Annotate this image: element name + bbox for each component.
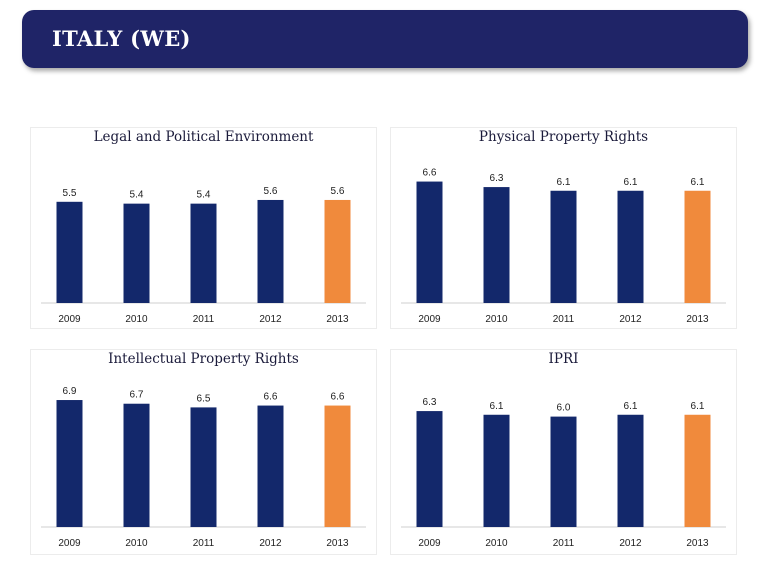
bar-chart-intellectual-property: Intellectual Property Rights 6.9 2009 6.7 20… <box>41 351 366 549</box>
value-label: 6.9 <box>63 386 77 397</box>
bar-2013 <box>324 199 351 303</box>
bar-2010 <box>483 414 510 527</box>
chart-title: IPRI <box>549 351 579 367</box>
bar-2012 <box>257 199 284 303</box>
value-label: 6.1 <box>490 401 504 412</box>
value-label: 6.1 <box>557 177 571 188</box>
value-label: 6.6 <box>423 168 437 179</box>
bar-2009 <box>56 201 83 303</box>
title-banner: ITALY (WE) <box>22 10 748 68</box>
value-label: 6.6 <box>331 392 345 403</box>
bar-2012 <box>257 405 284 527</box>
value-label: 6.1 <box>624 177 638 188</box>
value-label: 5.5 <box>63 188 77 199</box>
x-tick-label: 2013 <box>686 538 709 549</box>
x-tick-label: 2012 <box>619 314 642 325</box>
value-label: 6.1 <box>624 401 638 412</box>
value-label: 6.5 <box>197 393 211 404</box>
value-label: 6.7 <box>130 390 144 401</box>
value-label: 6.3 <box>423 397 437 408</box>
chart-title: Legal and Political Environment <box>94 129 314 145</box>
chart-panel-legal-political: Legal and Political Environment 5.5 2009 5.… <box>30 127 377 329</box>
chart-panel-intellectual-property: Intellectual Property Rights 6.9 2009 6.7 20… <box>30 349 377 555</box>
bar-chart-ipri: IPRI 6.3 2009 6.1 2010 6.0 2011 6.1 2012 6.1 2013 <box>401 351 726 549</box>
bar-2013 <box>684 190 711 303</box>
value-label: 6.1 <box>691 177 705 188</box>
bar-2010 <box>123 203 150 303</box>
bar-2011 <box>190 203 217 303</box>
bar-2010 <box>483 187 510 303</box>
value-label: 6.6 <box>264 392 278 403</box>
bar-2009 <box>416 411 443 527</box>
bar-2009 <box>56 400 83 527</box>
x-tick-label: 2011 <box>553 314 575 325</box>
bar-2012 <box>617 414 644 527</box>
x-tick-label: 2010 <box>485 538 508 549</box>
bar-2011 <box>550 416 577 527</box>
x-tick-label: 2012 <box>619 538 642 549</box>
bar-2011 <box>550 190 577 303</box>
chart-panel-ipri: IPRI 6.3 2009 6.1 2010 6.0 2011 6.1 2012 6.1 2013 <box>390 349 737 555</box>
x-tick-label: 2010 <box>125 314 148 325</box>
x-tick-label: 2009 <box>58 538 81 549</box>
x-tick-label: 2010 <box>125 538 148 549</box>
value-label: 6.3 <box>490 173 504 184</box>
value-label: 5.4 <box>130 190 144 201</box>
x-tick-label: 2010 <box>485 314 508 325</box>
x-tick-label: 2011 <box>193 538 215 549</box>
x-tick-label: 2012 <box>259 314 282 325</box>
value-label: 6.0 <box>557 403 571 414</box>
bar-chart-legal-political: Legal and Political Environment 5.5 2009 5.… <box>41 129 366 325</box>
x-tick-label: 2011 <box>553 538 575 549</box>
x-tick-label: 2012 <box>259 538 282 549</box>
value-label: 6.1 <box>691 401 705 412</box>
x-tick-label: 2009 <box>418 314 441 325</box>
bar-2010 <box>123 403 150 527</box>
x-tick-label: 2013 <box>326 538 349 549</box>
value-label: 5.4 <box>197 190 211 201</box>
page-title: ITALY (WE) <box>52 26 191 51</box>
bar-2013 <box>684 414 711 527</box>
chart-panel-physical-property: Physical Property Rights 6.6 2009 6.3 2010 6.… <box>390 127 737 329</box>
chart-title: Physical Property Rights <box>479 129 648 145</box>
x-tick-label: 2013 <box>326 314 349 325</box>
bar-2009 <box>416 181 443 303</box>
bar-2011 <box>190 407 217 527</box>
chart-title: Intellectual Property Rights <box>108 351 299 367</box>
bar-2013 <box>324 405 351 527</box>
x-tick-label: 2011 <box>193 314 215 325</box>
x-tick-label: 2009 <box>58 314 81 325</box>
bar-2012 <box>617 190 644 303</box>
value-label: 5.6 <box>264 186 278 197</box>
x-tick-label: 2009 <box>418 538 441 549</box>
value-label: 5.6 <box>331 186 345 197</box>
bar-chart-physical-property: Physical Property Rights 6.6 2009 6.3 2010 6.… <box>401 129 726 325</box>
x-tick-label: 2013 <box>686 314 709 325</box>
